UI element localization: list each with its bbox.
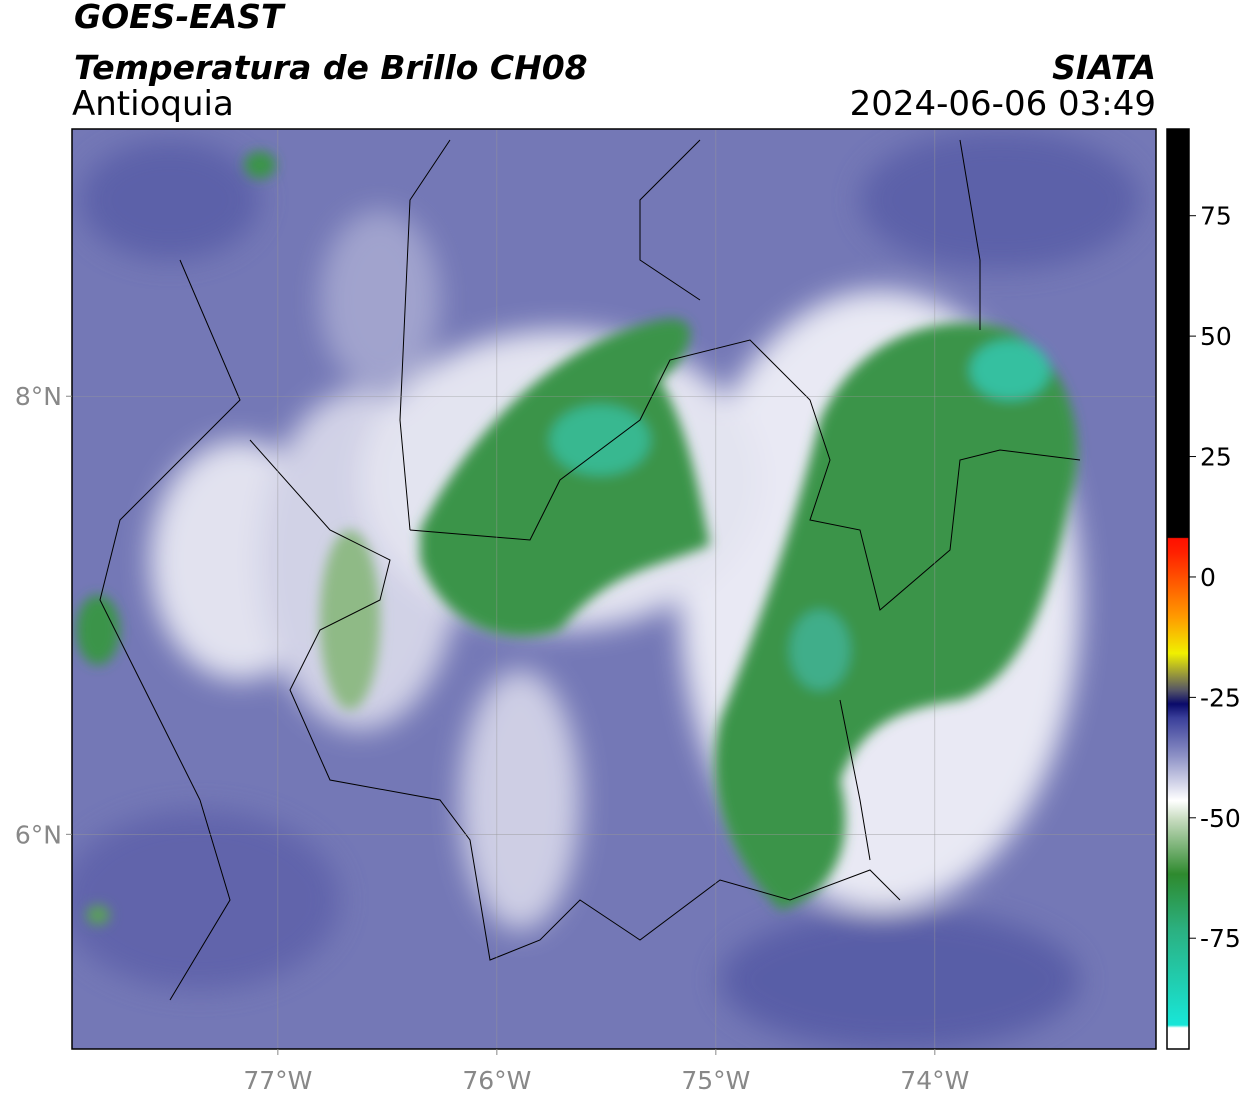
colorbar-tick-label: 75 <box>1200 202 1232 231</box>
x-tick-label: 75°W <box>681 1066 750 1095</box>
region: Antioquia <box>72 84 234 124</box>
title: GOES-EAST <box>74 0 286 36</box>
x-tick-label: 76°W <box>462 1066 531 1095</box>
colorbar <box>1166 128 1190 1050</box>
subtitle: Temperatura de Brillo CH08 <box>74 48 588 87</box>
y-tick-label: 8°N <box>15 382 62 411</box>
map-frame <box>71 128 1157 1050</box>
source: SIATA <box>1052 48 1156 87</box>
colorbar-tick-label: 25 <box>1200 443 1232 472</box>
colorbar-tick-label: 0 <box>1200 563 1216 592</box>
x-tick-label: 74°W <box>900 1066 969 1095</box>
colorbar-tick-label: -75 <box>1200 924 1241 953</box>
timestamp: 2024-06-06 03:49 <box>850 84 1156 124</box>
x-tick-label: 77°W <box>243 1066 312 1095</box>
colorbar-tick-label: -50 <box>1200 804 1241 833</box>
borders <box>99 139 1081 1001</box>
satellite-image <box>72 129 1156 1049</box>
colorbar-tick-label: 50 <box>1200 322 1232 351</box>
y-tick-label: 6°N <box>15 820 62 849</box>
colorbar-tick-label: -25 <box>1200 683 1241 712</box>
